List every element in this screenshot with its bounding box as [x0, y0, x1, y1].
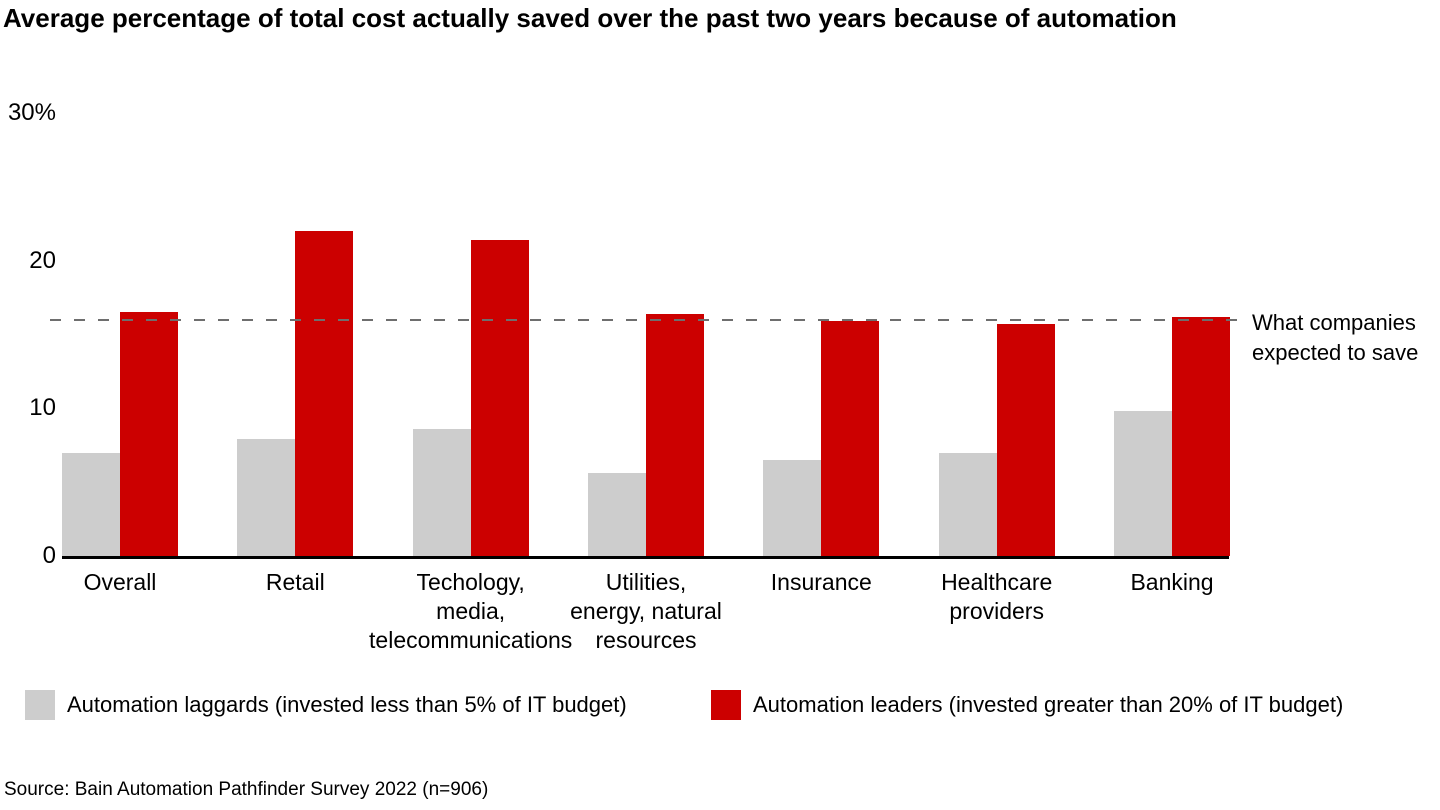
- category-label: Techology, media, telecommunications: [369, 569, 573, 653]
- leaders-bar-4: [821, 321, 880, 556]
- bar-group: [1113, 316, 1230, 556]
- bar-group: [412, 240, 529, 556]
- laggards-bar-4: [763, 460, 822, 556]
- y-axis-tick-label: 20: [29, 246, 56, 274]
- legend-item-leaders: Automation leaders (invested greater tha…: [711, 690, 1343, 720]
- chart-title: Average percentage of total cost actuall…: [3, 3, 1177, 33]
- laggards-bar-6: [1113, 411, 1172, 556]
- source-note: Source: Bain Automation Pathfinder Surve…: [4, 779, 489, 800]
- category-label: Utilities, energy, natural resources: [570, 569, 722, 653]
- plot-area: [62, 113, 1230, 556]
- bar-group: [587, 313, 704, 556]
- bar-group: [938, 324, 1055, 556]
- laggards-bar-0: [62, 452, 120, 556]
- leaders-bar-6: [1171, 316, 1230, 556]
- legend-item-laggards: Automation laggards (invested less than …: [25, 690, 627, 720]
- y-axis-tick-label: 30%: [7, 99, 56, 126]
- leaders-bar-3: [645, 313, 704, 556]
- leaders-bar-5: [996, 324, 1055, 556]
- expected-savings-annotation: What companies expected to save: [1252, 310, 1419, 365]
- laggards-bar-3: [587, 473, 646, 556]
- leaders-bar-2: [470, 240, 529, 556]
- category-label: Healthcare providers: [941, 569, 1053, 624]
- y-axis-tick-label: 10: [29, 394, 56, 422]
- y-axis-tick-label: 0: [42, 542, 56, 569]
- category-label: Banking: [1130, 569, 1214, 595]
- legend-swatch-laggards: [25, 690, 55, 720]
- leaders-bar-1: [295, 231, 354, 556]
- laggards-bar-1: [237, 439, 296, 556]
- bar-group: [237, 231, 354, 556]
- laggards-bar-5: [938, 452, 997, 556]
- category-label: Overall: [83, 569, 157, 595]
- leaders-bar-0: [120, 312, 178, 556]
- x-axis-labels: Overall Retail Techology, media, telecommu…: [0, 568, 1440, 668]
- expected-savings-reference-line: [50, 318, 1242, 321]
- bar-group: [763, 321, 880, 556]
- category-label: Insurance: [770, 569, 872, 595]
- legend-swatch-leaders: [711, 690, 741, 720]
- x-axis-line: [62, 556, 1229, 559]
- legend-label-laggards: Automation laggards (invested less than …: [67, 692, 627, 717]
- laggards-bar-2: [412, 429, 471, 556]
- category-label: Retail: [265, 569, 325, 595]
- legend-label-leaders: Automation leaders (invested greater tha…: [753, 692, 1344, 717]
- bar-group: [62, 312, 178, 556]
